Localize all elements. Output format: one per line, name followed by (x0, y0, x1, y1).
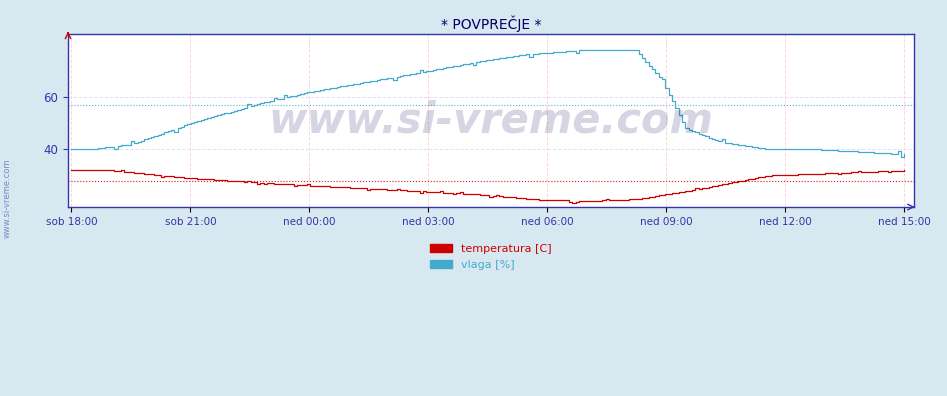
Text: www.si-vreme.com: www.si-vreme.com (269, 99, 714, 141)
Text: www.si-vreme.com: www.si-vreme.com (3, 158, 12, 238)
Title: * POVPREČJE *: * POVPREČJE * (441, 15, 542, 32)
Legend: temperatura [C], vlaga [%]: temperatura [C], vlaga [%] (426, 240, 557, 274)
